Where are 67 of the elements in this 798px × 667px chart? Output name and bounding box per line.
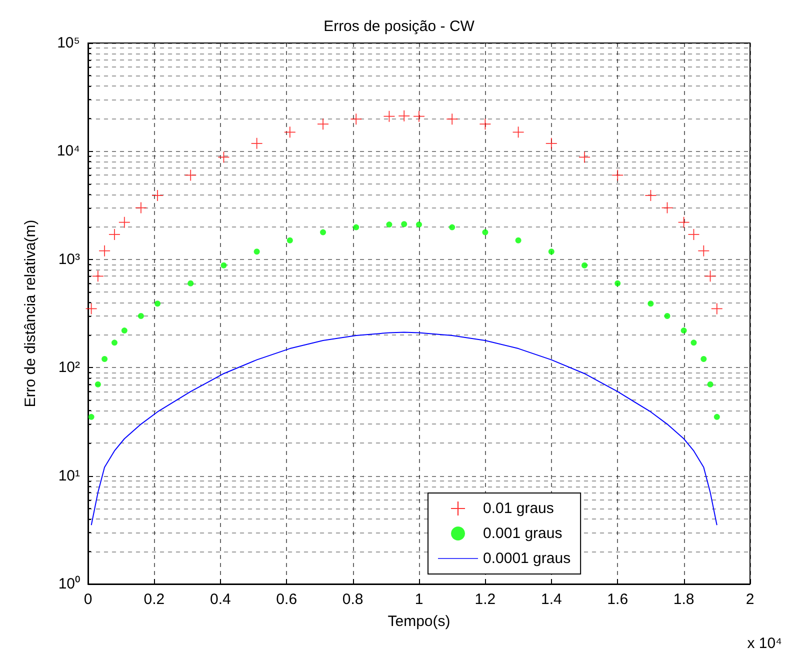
point bbox=[102, 356, 108, 362]
point bbox=[99, 245, 110, 256]
y-axis-title: Erro de distância relativa(m) bbox=[22, 220, 39, 408]
x-tick-label: 1.2 bbox=[474, 591, 496, 608]
legend-label: 0.0001 graus bbox=[483, 550, 571, 567]
y-tick-label: 10⁰ bbox=[58, 576, 80, 592]
point bbox=[698, 245, 710, 256]
point bbox=[398, 110, 410, 122]
point bbox=[416, 222, 422, 228]
legend-label: 0.001 graus bbox=[483, 525, 562, 542]
x-tick-label: 1.8 bbox=[673, 591, 694, 608]
point bbox=[353, 224, 360, 230]
point bbox=[138, 312, 144, 319]
x-tick-label: 1.6 bbox=[607, 591, 628, 608]
y-tick-label: 10⁵ bbox=[57, 34, 80, 52]
x-tick-label: 0.6 bbox=[276, 591, 298, 608]
y-tick-label: 10³ bbox=[58, 250, 80, 268]
x-tick-label: 2 bbox=[746, 591, 754, 608]
point bbox=[386, 222, 392, 228]
line-series bbox=[90, 332, 718, 526]
point bbox=[152, 190, 164, 201]
point bbox=[690, 340, 697, 346]
point bbox=[88, 414, 94, 420]
point bbox=[714, 414, 720, 420]
x-tick-label: 1 bbox=[414, 591, 424, 608]
point bbox=[664, 312, 670, 319]
point bbox=[254, 248, 260, 255]
legend-label: 0.01 graus bbox=[483, 500, 554, 517]
point bbox=[286, 237, 293, 244]
point bbox=[700, 356, 707, 362]
point bbox=[548, 248, 554, 255]
point bbox=[582, 262, 588, 268]
point bbox=[515, 237, 522, 244]
point bbox=[482, 229, 488, 236]
point bbox=[111, 340, 118, 346]
point bbox=[446, 114, 458, 125]
point bbox=[118, 216, 130, 228]
point bbox=[414, 110, 424, 122]
point bbox=[707, 381, 714, 388]
x-tick-label: 0.4 bbox=[210, 591, 231, 608]
point bbox=[401, 221, 408, 228]
y-tick-label: 10¹ bbox=[58, 467, 80, 484]
y-tick-label: 10⁴ bbox=[56, 142, 80, 160]
point bbox=[449, 224, 456, 230]
point bbox=[108, 228, 120, 240]
x-axis-title: Tempo(s) bbox=[388, 613, 450, 630]
point bbox=[284, 126, 296, 138]
point bbox=[154, 300, 161, 307]
point bbox=[318, 118, 329, 130]
y-tick-label: 10² bbox=[58, 359, 80, 376]
x-tick-label: 1.4 bbox=[540, 591, 562, 608]
x-tick-label: 0.8 bbox=[342, 591, 364, 608]
point bbox=[220, 262, 227, 268]
point bbox=[546, 138, 557, 149]
point bbox=[680, 328, 687, 334]
point bbox=[92, 270, 104, 282]
x-tick-label: 0.2 bbox=[144, 591, 165, 608]
point bbox=[614, 280, 621, 286]
point bbox=[94, 381, 101, 388]
point bbox=[350, 114, 362, 125]
point bbox=[648, 300, 654, 307]
chart-title: Erros de posição - CW bbox=[324, 18, 476, 35]
point bbox=[188, 280, 194, 286]
x-tick-label: 0 bbox=[84, 591, 92, 608]
text: x 10⁴ bbox=[747, 635, 782, 652]
point bbox=[121, 328, 128, 334]
point bbox=[320, 229, 326, 236]
